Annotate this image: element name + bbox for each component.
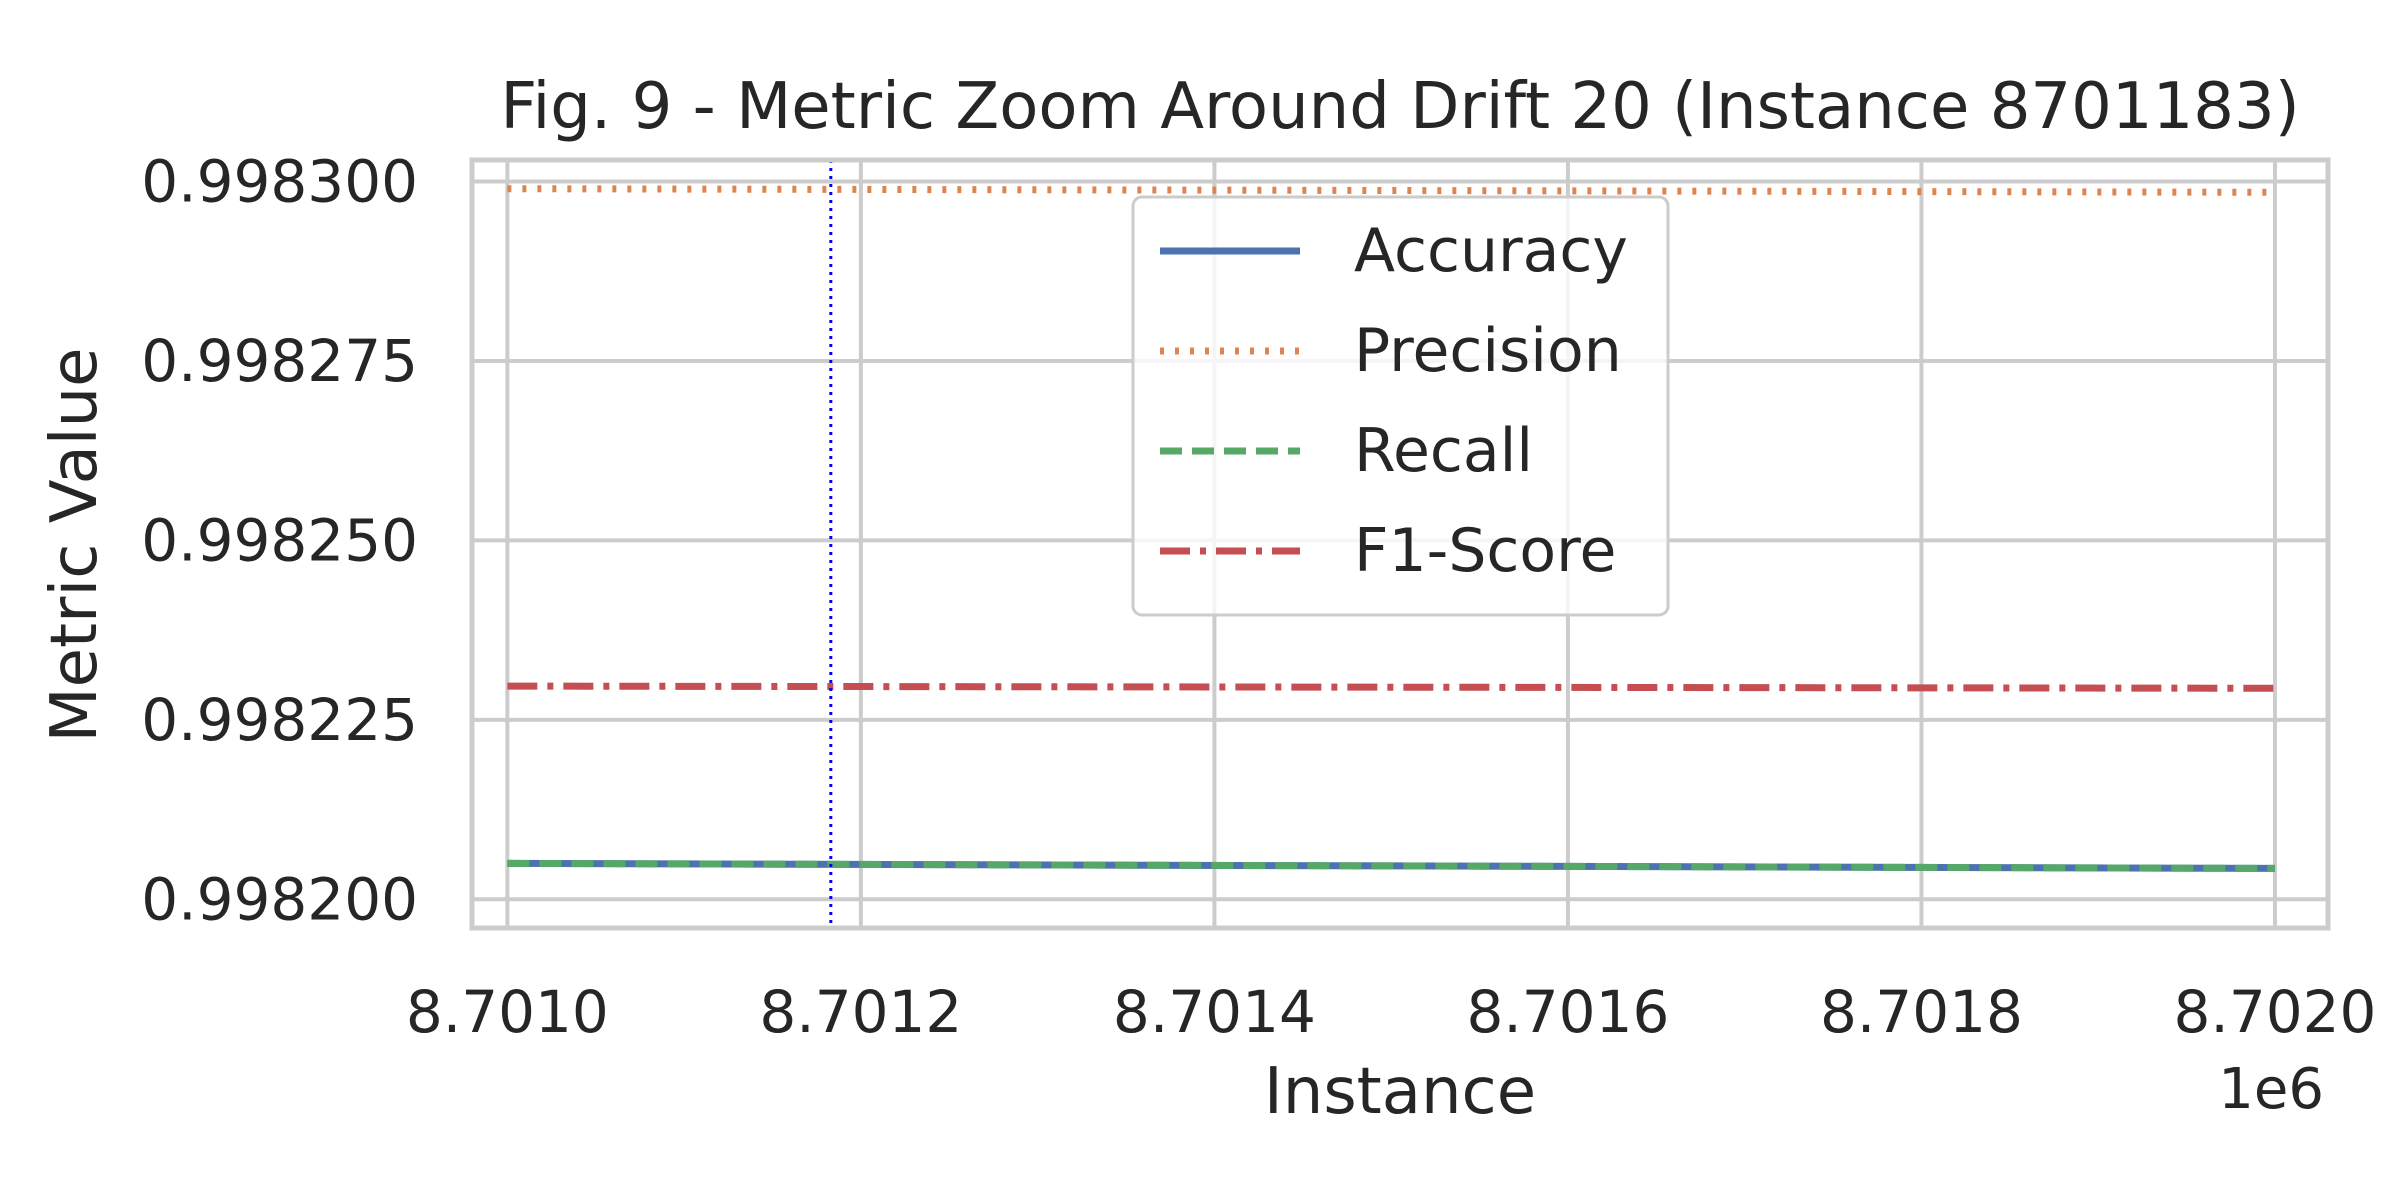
y-tick-label: 0.998300 xyxy=(141,148,418,216)
y-tick-label: 0.998275 xyxy=(141,327,418,395)
legend-label: Recall xyxy=(1354,416,1533,486)
series-line-precision xyxy=(507,185,2275,196)
tick-labels: 8.7010 8.7012 8.7014 8.7016 8.7018 8.7020 0.99… xyxy=(141,148,2376,1046)
plot-series-group xyxy=(507,160,2275,928)
x-axis-label: Instance xyxy=(1264,1055,1536,1129)
legend-label: Precision xyxy=(1354,316,1622,386)
x-axis-offset-label: 1e6 xyxy=(2218,1057,2324,1122)
y-tick-label: 0.998200 xyxy=(141,865,418,933)
legend: Accuracy Precision Recall F1-Score xyxy=(1131,195,1670,617)
x-tick-label: 8.7018 xyxy=(1820,978,2023,1046)
chart-title: Fig. 9 - Metric Zoom Around Drift 20 (In… xyxy=(500,70,2299,144)
legend-entries: Accuracy Precision Recall F1-Score xyxy=(1160,216,1628,586)
legend-label: Accuracy xyxy=(1354,216,1628,286)
series-line-recall xyxy=(507,859,2275,872)
x-tick-label: 8.7012 xyxy=(759,978,962,1046)
x-tick-label: 8.7014 xyxy=(1113,978,1316,1046)
legend-label: F1-Score xyxy=(1354,516,1616,586)
y-tick-label: 0.998225 xyxy=(141,686,418,754)
x-tick-label: 8.7016 xyxy=(1466,978,1669,1046)
legend-frame xyxy=(1131,195,1670,617)
x-tick-label: 8.7010 xyxy=(406,978,609,1046)
series-line-f1-score xyxy=(507,682,2275,692)
y-axis-label: Metric Value xyxy=(38,347,112,742)
axes-frame xyxy=(469,157,2331,931)
y-tick-label: 0.998250 xyxy=(141,506,418,574)
x-tick-label: 8.7020 xyxy=(2173,978,2376,1046)
